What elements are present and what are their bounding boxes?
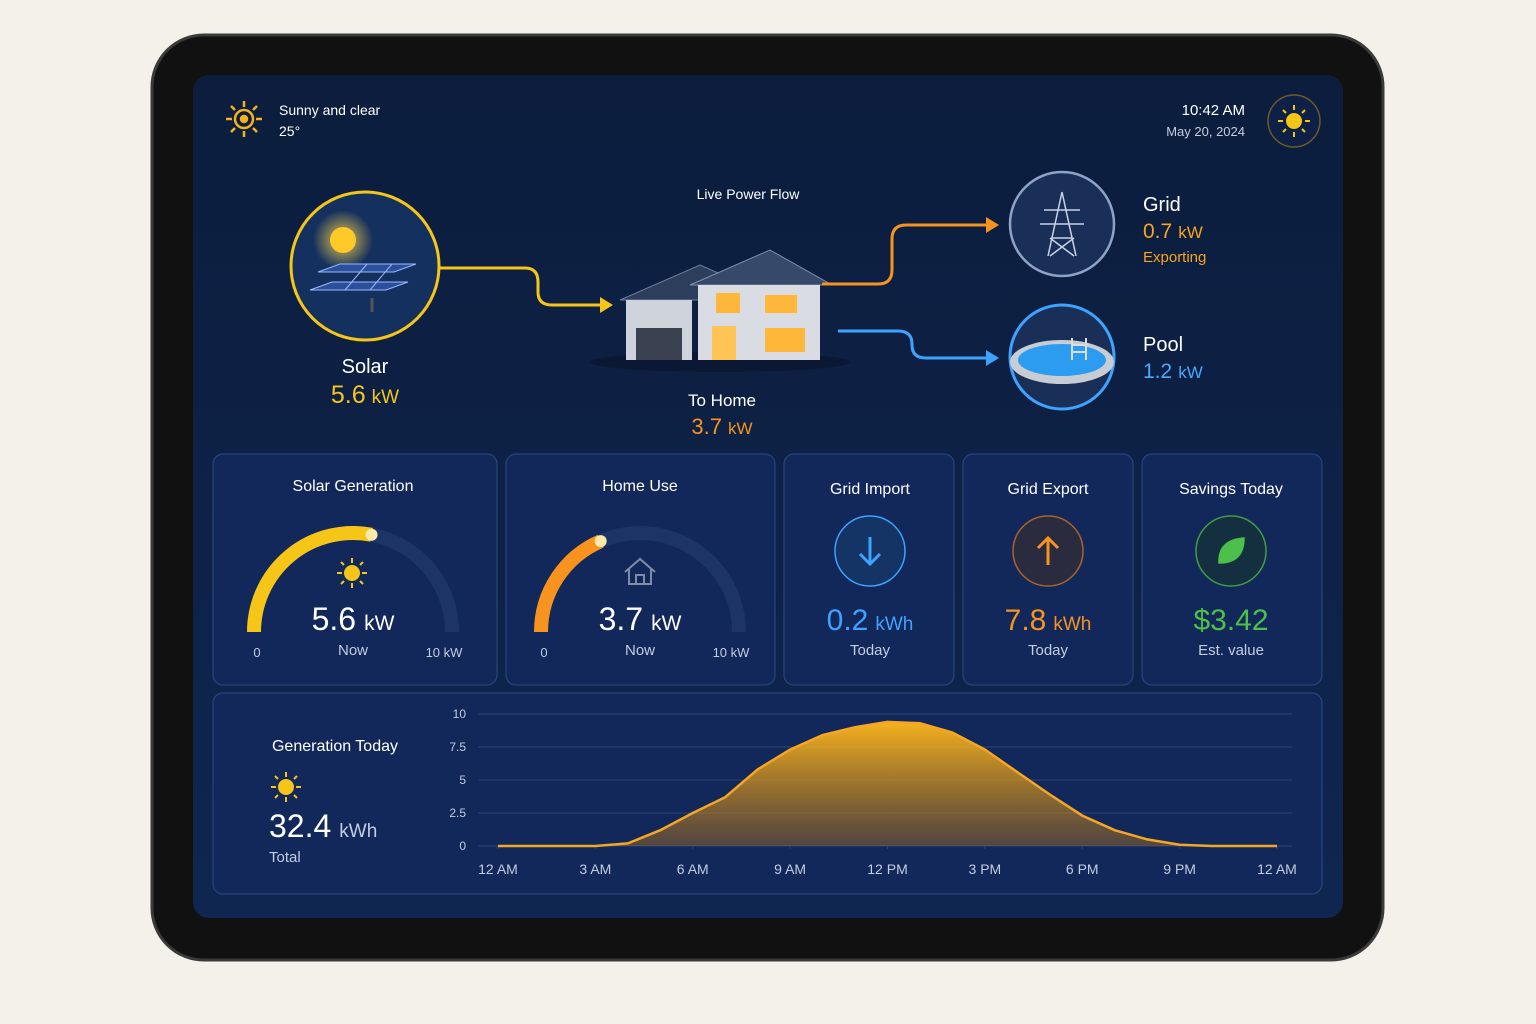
solar-flow-line bbox=[440, 266, 604, 307]
clock-time: 10:42 AM bbox=[1182, 102, 1245, 119]
unit: kW bbox=[728, 419, 753, 438]
unit: kWh bbox=[1053, 614, 1091, 635]
home-power: 3.7 kW bbox=[691, 414, 752, 439]
export-icon bbox=[1012, 515, 1084, 587]
unit: kWh bbox=[875, 614, 913, 635]
value: 1.2 bbox=[1143, 360, 1172, 383]
y-tick-label: 0 bbox=[459, 839, 466, 853]
unit: kW bbox=[372, 387, 400, 408]
grid-node bbox=[1008, 170, 1116, 278]
x-tick-label: 9 AM bbox=[774, 861, 806, 877]
x-tick-label: 12 PM bbox=[867, 861, 907, 877]
gauge-max: 10 kW bbox=[426, 645, 464, 660]
stat-value: $3.42 bbox=[1193, 604, 1268, 637]
sun-core bbox=[344, 565, 360, 581]
pool-power: 1.2 kW bbox=[1143, 360, 1203, 383]
savings-icon bbox=[1195, 515, 1267, 587]
unit: kW bbox=[1178, 363, 1203, 382]
y-tick-label: 7.5 bbox=[449, 740, 466, 754]
pool-label: Pool bbox=[1143, 334, 1183, 356]
value: 7.8 bbox=[1005, 604, 1047, 637]
unit: kW bbox=[1178, 223, 1203, 242]
value: 32.4 bbox=[269, 808, 331, 844]
gauge-value: 3.7 kW bbox=[599, 601, 682, 637]
x-tick-label: 12 AM bbox=[1257, 861, 1297, 877]
value: 3.7 bbox=[599, 601, 643, 637]
solar-power: 5.6 kW bbox=[331, 381, 399, 409]
sun-rays bbox=[337, 558, 367, 588]
y-tick-label: 5 bbox=[459, 773, 466, 787]
area bbox=[498, 721, 1277, 846]
y-tick-label: 10 bbox=[453, 707, 467, 721]
gauge-knob bbox=[594, 535, 607, 548]
gauge-max: 10 kW bbox=[713, 645, 751, 660]
stat-value: 7.8 kWh bbox=[1005, 604, 1092, 637]
stat-caption: Today bbox=[850, 642, 891, 659]
weather-temperature: 25° bbox=[279, 123, 300, 139]
sun-icon bbox=[337, 558, 367, 588]
weather-icon bbox=[226, 101, 262, 137]
card bbox=[505, 453, 776, 686]
chart-title: Generation Today bbox=[272, 738, 398, 755]
home-icon bbox=[624, 557, 656, 585]
gauge-min: 0 bbox=[253, 645, 260, 660]
solar-label: Solar bbox=[342, 356, 389, 378]
gauge-caption: Now bbox=[338, 642, 368, 659]
gauge-arc bbox=[534, 534, 604, 633]
weather-condition: Sunny and clear bbox=[279, 102, 381, 118]
arrow-head bbox=[600, 297, 613, 313]
y-tick-label: 2.5 bbox=[449, 806, 466, 820]
stat-title: Grid Export bbox=[1008, 481, 1089, 498]
grid-label: Grid bbox=[1143, 194, 1181, 216]
stat-title: Savings Today bbox=[1179, 481, 1283, 498]
pool-node bbox=[1008, 303, 1116, 411]
unit: kW bbox=[364, 612, 395, 635]
x-tick-label: 3 AM bbox=[579, 861, 611, 877]
gauge-caption: Now bbox=[625, 642, 655, 659]
stat-caption: Today bbox=[1028, 642, 1069, 659]
x-tick-label: 3 PM bbox=[969, 861, 1002, 877]
gauge-title: Home Use bbox=[602, 478, 678, 495]
x-tick-label: 6 AM bbox=[677, 861, 709, 877]
gauge-knob bbox=[365, 528, 378, 541]
unit: kW bbox=[651, 612, 682, 635]
gauge-arc bbox=[247, 526, 373, 633]
unit: kWh bbox=[339, 821, 377, 842]
arrow-head bbox=[986, 217, 999, 233]
gauge-value: 5.6 kW bbox=[312, 601, 395, 637]
pool-flow-line bbox=[838, 329, 990, 360]
value: 5.6 bbox=[331, 381, 366, 409]
grid-flow-line bbox=[822, 223, 990, 286]
value: 3.7 bbox=[691, 414, 722, 439]
stat-value: 0.2 kWh bbox=[827, 604, 914, 637]
value: $3.42 bbox=[1193, 604, 1268, 637]
theme-button[interactable] bbox=[1267, 94, 1321, 148]
grid-power: 0.7 kW bbox=[1143, 220, 1203, 243]
house bbox=[590, 249, 850, 372]
value: 0.7 bbox=[1143, 220, 1172, 243]
solar-node bbox=[289, 190, 441, 342]
flow-title: Live Power Flow bbox=[697, 186, 801, 202]
sun-icon bbox=[271, 772, 301, 802]
arrow-head bbox=[986, 350, 999, 366]
value: 0.2 bbox=[827, 604, 869, 637]
grid-status: Exporting bbox=[1143, 249, 1206, 266]
x-tick-label: 6 PM bbox=[1066, 861, 1099, 877]
stat-title: Grid Import bbox=[830, 481, 911, 498]
gauge-min: 0 bbox=[540, 645, 547, 660]
stat-caption: Est. value bbox=[1198, 642, 1264, 659]
import-icon bbox=[834, 515, 906, 587]
x-tick-label: 12 AM bbox=[478, 861, 518, 877]
total-caption: Total bbox=[269, 849, 301, 866]
gauge-title: Solar Generation bbox=[293, 478, 414, 495]
x-tick-label: 9 PM bbox=[1163, 861, 1196, 877]
line bbox=[498, 720, 1277, 848]
clock-date: May 20, 2024 bbox=[1166, 124, 1245, 139]
home-label: To Home bbox=[688, 391, 756, 410]
total-energy: 32.4 kWh bbox=[269, 808, 377, 844]
value: 5.6 bbox=[312, 601, 356, 637]
